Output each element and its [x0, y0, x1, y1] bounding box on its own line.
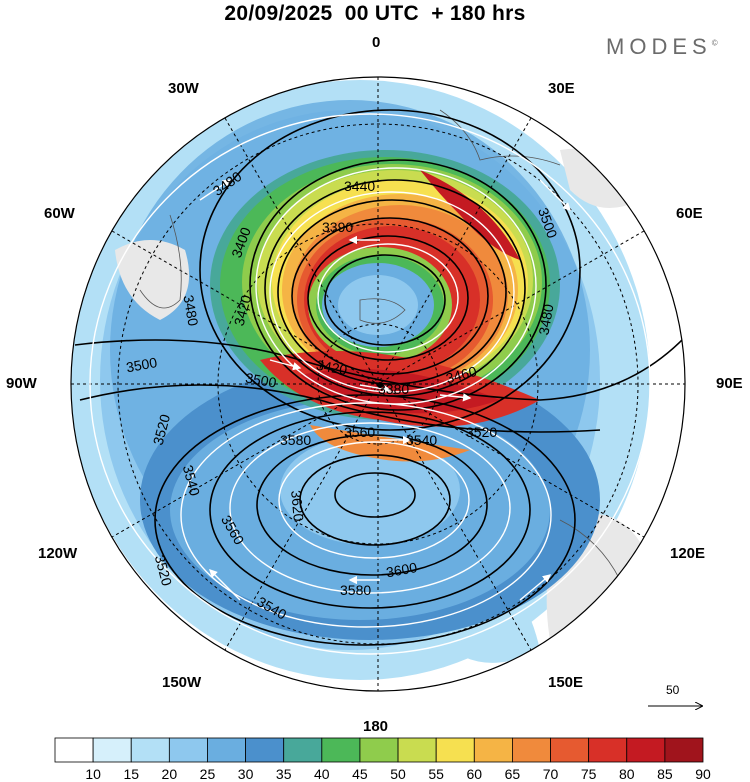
colorbar-swatch [473, 737, 513, 763]
contour-label: 3420 [231, 293, 255, 327]
colorbar-tick-label: 50 [390, 766, 406, 782]
contour-label: 3540 [406, 432, 437, 448]
brand-text: MODES [606, 34, 712, 59]
contour-label: 3620 [288, 490, 307, 523]
colorbar-swatch [550, 737, 590, 763]
contour-label: 3500 [125, 354, 159, 375]
colorbar-swatch [283, 737, 323, 763]
lon-label-120e: 120E [670, 545, 706, 562]
lon-label-60w: 60W [44, 205, 75, 222]
contour-label: 3580 [340, 582, 371, 598]
colorbar-swatch [245, 737, 285, 763]
contour-label: 3480 [180, 294, 201, 328]
colorbar-tick-label: 10 [85, 766, 101, 782]
colorbar-tick-label: 60 [466, 766, 483, 782]
colorbar [54, 737, 704, 763]
colorbar-tick-label: 85 [657, 766, 673, 782]
colorbar-swatch [130, 737, 170, 763]
height-contours [74, 109, 685, 646]
colorbar-tick-label: 55 [428, 766, 444, 782]
contour-label: 3440 [344, 178, 375, 194]
wind-streamlines [89, 113, 651, 655]
contour-label: 3580 [280, 432, 311, 448]
contour-label: 3600 [385, 559, 419, 580]
contour-label: 3520 [466, 424, 497, 440]
lon-label-30e: 30E [548, 80, 575, 97]
colorbar-swatch [207, 737, 246, 763]
colorbar-tick-label: 45 [352, 766, 368, 782]
colorbar-swatch [512, 737, 551, 763]
contour-label: 3480 [535, 303, 556, 337]
colorbar-tick-label: 80 [618, 766, 635, 782]
reference-vector-label: 50 [666, 683, 680, 697]
colorbar-tick-label: 25 [199, 766, 216, 782]
contour-label: 3380 [378, 381, 409, 397]
contour-label: 3460 [444, 363, 478, 387]
lon-label-0: 0 [372, 34, 381, 51]
lon-label-90w: 90W [6, 375, 37, 392]
colorbar-swatch [664, 737, 704, 763]
lon-label-120w: 120W [38, 545, 78, 562]
colorbar-tick-label: 70 [542, 766, 559, 782]
contour-label: 3560 [344, 424, 375, 440]
colorbar-tick-label: 90 [695, 766, 711, 782]
colorbar-swatch [588, 737, 628, 763]
lon-label-150w: 150W [162, 674, 202, 691]
colorbar-tick-label: 15 [123, 766, 140, 782]
colorbar-swatch [359, 737, 399, 763]
colorbar-tick-label: 30 [237, 766, 254, 782]
lon-label-90e: 90E [716, 375, 743, 392]
contour-label: 3420 [315, 357, 349, 378]
colorbar-tick-label: 35 [275, 766, 292, 782]
colorbar-tick-label: 75 [580, 766, 597, 782]
lon-label-60e: 60E [676, 205, 703, 222]
colorbar-tick-label: 65 [504, 766, 521, 782]
map-boundary [70, 76, 686, 692]
colorbar-swatch [435, 737, 475, 763]
lon-label-30w: 30W [168, 80, 199, 97]
north-pole-marker [377, 382, 383, 388]
lon-label-180: 180 [363, 718, 389, 735]
contour-label: 3520 [152, 553, 176, 587]
chart-title: 20/09/2025 00 UTC + 180 hrs [224, 2, 526, 25]
colorbar-swatch [397, 737, 437, 763]
colorbar-swatch [626, 737, 666, 763]
colorbar-tick-label: 20 [161, 766, 178, 782]
colorbar-swatch [321, 737, 361, 763]
modes-logo: MODES© [606, 34, 718, 60]
contour-label: 3540 [180, 463, 204, 497]
brand-mark: © [711, 38, 718, 48]
colorbar-swatch [92, 737, 132, 763]
colorbar-swatch [168, 737, 208, 763]
contour-label: 3500 [244, 370, 278, 391]
colorbar-swatch [54, 737, 94, 763]
contour-label: 3520 [150, 412, 174, 446]
colorbar-tick-label: 40 [314, 766, 330, 782]
contour-label: 3390 [322, 219, 353, 235]
lon-label-150e: 150E [548, 674, 584, 691]
